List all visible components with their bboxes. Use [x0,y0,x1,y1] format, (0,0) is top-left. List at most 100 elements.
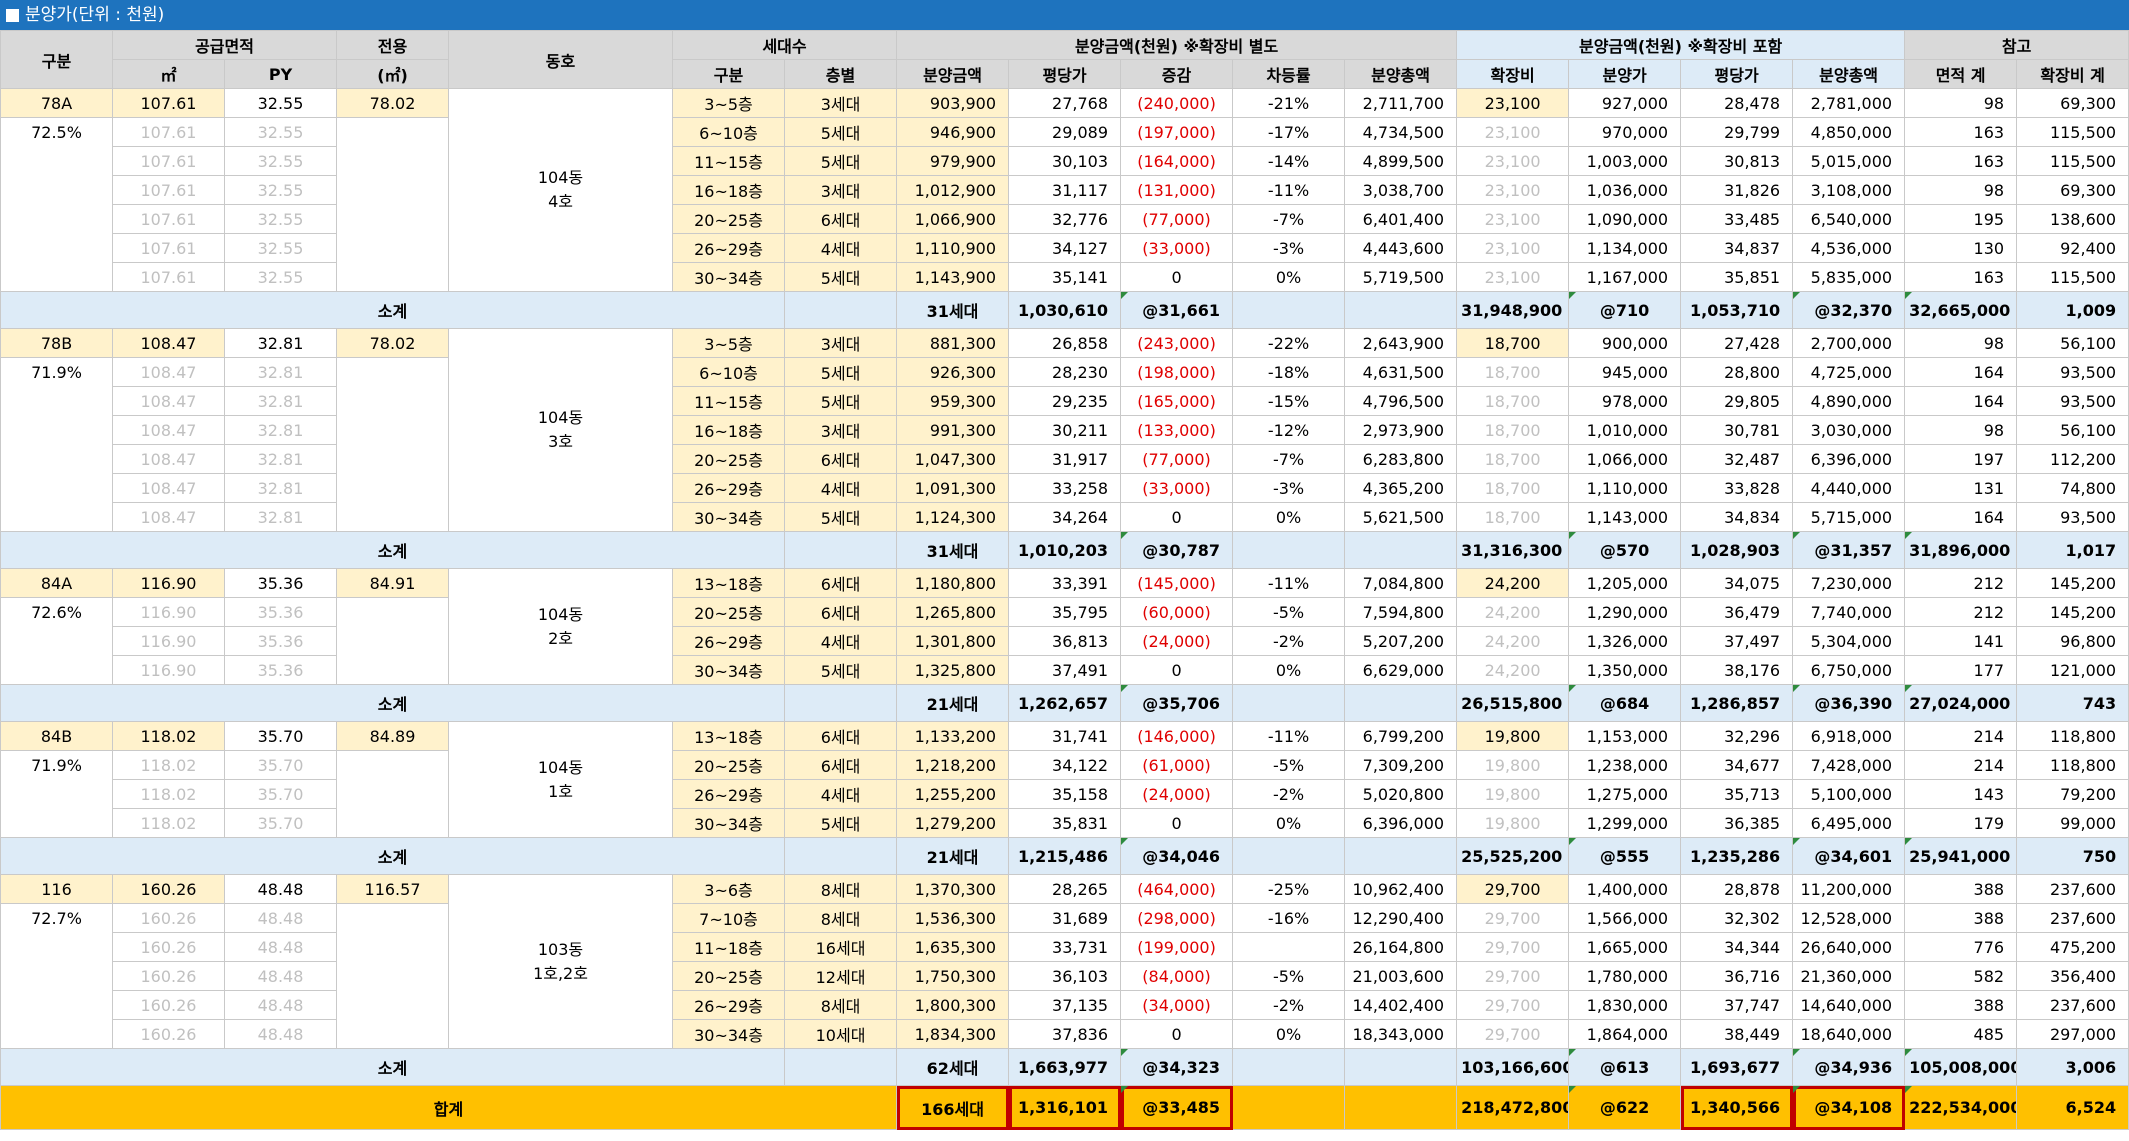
empty-cell [1344,684,1458,722]
total-incl: 4,890,000 [1792,386,1906,416]
household-count: 8세대 [784,874,898,904]
header-row-2: ㎡ PY (㎡) 구분 층별 분양금액 평당가 증감 차등률 분양총액 확장비 … [1,59,2129,89]
subtotal-households: 31세대 [896,291,1010,329]
total-incl: 6,495,000 [1792,808,1906,838]
dong-ho-cell: 104동 1호 [448,721,674,838]
total-excl: 14,402,400 [1344,990,1458,1020]
floor-range: 30~34층 [672,262,786,292]
total-incl: 6,918,000 [1792,721,1906,751]
price-diff: (199,000) [1120,932,1234,962]
subtotal-area: 3,006 [2016,1048,2129,1086]
pyeong-price-incl: 33,485 [1680,204,1794,234]
price-diff: 0 [1120,808,1234,838]
subtotal-households: 21세대 [896,837,1010,875]
price-incl: 1,864,000 [1568,1019,1682,1049]
area-sum: 98 [1904,328,2018,358]
total-incl: 26,640,000 [1792,932,1906,962]
pyeong-price-excl: 34,264 [1008,502,1122,532]
total-incl: 21,360,000 [1792,961,1906,991]
area-sum: 163 [1904,262,2018,292]
empty-cell [1344,1085,1458,1130]
pyeong-price-excl: 35,141 [1008,262,1122,292]
ext-sum: 96,800 [2016,626,2129,656]
exclusive-area: 84.89 [336,721,450,751]
ho-label: 1호 [548,781,573,801]
subtotal-label: 소계 [0,1048,786,1086]
area-sum: 214 [1904,750,2018,780]
price-incl: 945,000 [1568,357,1682,387]
diff-rate: -5% [1232,750,1346,780]
unit-type: 78B [0,328,113,358]
total-excl: 7,309,200 [1344,750,1458,780]
ho-label: 2호 [548,628,573,648]
price-excl: 881,300 [896,328,1010,358]
subtotal-pyeong-incl: @36,390 [1792,684,1906,722]
total-incl: 11,200,000 [1792,874,1906,904]
table-row: 107.61 32.55 11~15층 5세대 979,900 30,103 (164,00… [0,146,2129,176]
diff-rate: -2% [1232,779,1346,809]
pyeong-price-excl: 33,731 [1008,932,1122,962]
diff-rate [1232,932,1346,962]
empty-cell [0,808,113,838]
empty-cell [336,808,450,838]
empty-cell [336,444,450,474]
household-count: 5세대 [784,808,898,838]
household-count: 5세대 [784,502,898,532]
subtotal-ext: @555 [1568,837,1682,875]
total-excl: 2,643,900 [1344,328,1458,358]
area-sum: 179 [1904,808,2018,838]
empty-cell [1232,1048,1346,1086]
extension-fee: 18,700 [1456,357,1570,387]
ext-sum: 145,200 [2016,568,2129,598]
pyeong-price-incl: 32,302 [1680,903,1794,933]
total-excl: 5,621,500 [1344,502,1458,532]
table-row: 78A 107.61 32.55 78.02 104동 4호 3~5층 3세대 903,900 2… [0,88,2129,292]
subtotal-total-excl: 26,515,800 [1456,684,1570,722]
diff-rate: -2% [1232,626,1346,656]
floor-range: 20~25층 [672,444,786,474]
price-diff: (24,000) [1120,779,1234,809]
empty-cell [1344,531,1458,569]
unit-type: 78A [0,88,113,118]
diff-rate: -7% [1232,204,1346,234]
subtotal-price-excl: 1,010,203 [1008,531,1122,569]
supply-sqm: 108.47 [112,415,225,445]
diff-rate: -7% [1232,444,1346,474]
pyeong-price-excl: 35,158 [1008,779,1122,809]
total-excl: 2,973,900 [1344,415,1458,445]
supply-sqm: 107.61 [112,175,225,205]
supply-py: 32.55 [223,88,338,118]
supply-py: 35.70 [223,808,338,838]
total-excl: 5,719,500 [1344,262,1458,292]
subtotal-total-incl: 32,665,000 [1904,291,2018,329]
subtotal-ext: @684 [1568,684,1682,722]
diff-rate: -2% [1232,990,1346,1020]
header-i-price: 분양가 [1568,59,1682,89]
household-count: 4세대 [784,233,898,263]
household-count: 5세대 [784,357,898,387]
supply-sqm: 107.61 [112,117,225,147]
total-excl: 6,629,000 [1344,655,1458,685]
header-hh-gubun: 구분 [672,59,786,89]
floor-range: 13~18층 [672,568,786,598]
household-count: 6세대 [784,568,898,598]
empty-cell [336,386,450,416]
total-incl: 6,540,000 [1792,204,1906,234]
price-excl: 1,800,300 [896,990,1010,1020]
empty-cell [336,262,450,292]
supply-sqm: 160.26 [112,874,225,904]
total-excl: 10,962,400 [1344,874,1458,904]
empty-cell [784,531,898,569]
price-excl: 1,143,900 [896,262,1010,292]
total-incl: 3,030,000 [1792,415,1906,445]
subtotal-price-excl: 1,262,657 [1008,684,1122,722]
header-e-pyprice: 평당가 [1008,59,1122,89]
total-excl: 5,207,200 [1344,626,1458,656]
total-incl: 3,108,000 [1792,175,1906,205]
total-incl: 12,528,000 [1792,903,1906,933]
supply-sqm: 107.61 [112,88,225,118]
ext-sum: 69,300 [2016,88,2129,118]
header-r-area: 면적 계 [1904,59,2018,89]
area-sum: 197 [1904,444,2018,474]
subtotal-price-excl: 1,030,610 [1008,291,1122,329]
